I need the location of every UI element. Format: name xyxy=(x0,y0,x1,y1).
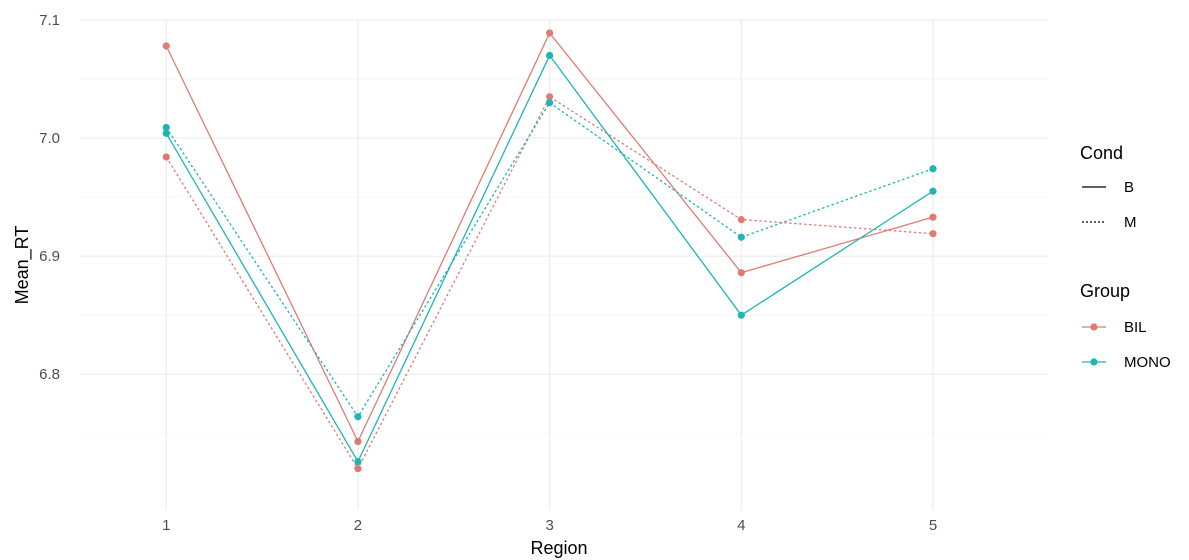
legend-key-mono-point xyxy=(1090,358,1098,366)
data-point-bil-m xyxy=(162,153,170,161)
legend-group-title: Group xyxy=(1080,281,1130,301)
y-tick-label: 7.0 xyxy=(39,130,60,147)
data-point-bil-b xyxy=(737,269,745,277)
data-point-mono-m xyxy=(162,123,170,132)
data-point-bil-b xyxy=(162,42,170,50)
x-tick-label: 1 xyxy=(162,517,170,534)
data-point-mono-b xyxy=(546,51,554,60)
legend-group-label-mono: MONO xyxy=(1124,354,1171,371)
data-point-mono-b xyxy=(354,457,362,466)
data-point-bil-m xyxy=(354,465,362,473)
data-point-bil-b xyxy=(354,437,362,446)
data-point-mono-b xyxy=(162,129,170,137)
legend-cond-label-b: B xyxy=(1124,179,1134,196)
y-axis-title: Mean_RT xyxy=(12,226,33,305)
y-tick-label: 7.1 xyxy=(39,12,60,29)
y-tick-label: 6.8 xyxy=(39,366,60,383)
legend-key-bil-point xyxy=(1090,323,1098,331)
data-point-mono-m xyxy=(354,413,362,421)
points-layer xyxy=(162,29,937,473)
x-tick-label: 4 xyxy=(737,517,745,534)
data-point-mono-m xyxy=(737,233,745,241)
y-tick-labels: 6.8 6.9 7.0 7.1 xyxy=(39,12,60,383)
x-tick-labels: 1 2 3 4 5 xyxy=(162,517,937,534)
data-point-bil-m xyxy=(546,93,554,101)
data-point-bil-b xyxy=(929,213,937,221)
data-point-bil-m xyxy=(929,230,937,238)
y-tick-label: 6.9 xyxy=(39,248,60,265)
series-line-mono-m xyxy=(165,102,934,418)
data-point-mono-b xyxy=(929,187,937,195)
data-point-mono-m xyxy=(546,99,554,107)
legend-cond-title: Cond xyxy=(1080,143,1123,163)
data-point-bil-m xyxy=(737,215,745,224)
x-tick-label: 2 xyxy=(354,517,362,534)
legend-group-label-bil: BIL xyxy=(1124,319,1147,336)
x-tick-label: 5 xyxy=(929,517,937,534)
x-tick-label: 3 xyxy=(545,517,553,534)
data-point-mono-b xyxy=(737,311,745,319)
data-point-bil-b xyxy=(546,29,554,37)
legend: Cond B M Group BIL MONO xyxy=(1080,143,1171,371)
data-point-mono-m xyxy=(929,165,937,173)
legend-cond-label-m: M xyxy=(1124,214,1137,231)
x-axis-title: Region xyxy=(530,538,587,558)
series-line-bil-m xyxy=(165,96,934,470)
grid xyxy=(80,19,1048,510)
